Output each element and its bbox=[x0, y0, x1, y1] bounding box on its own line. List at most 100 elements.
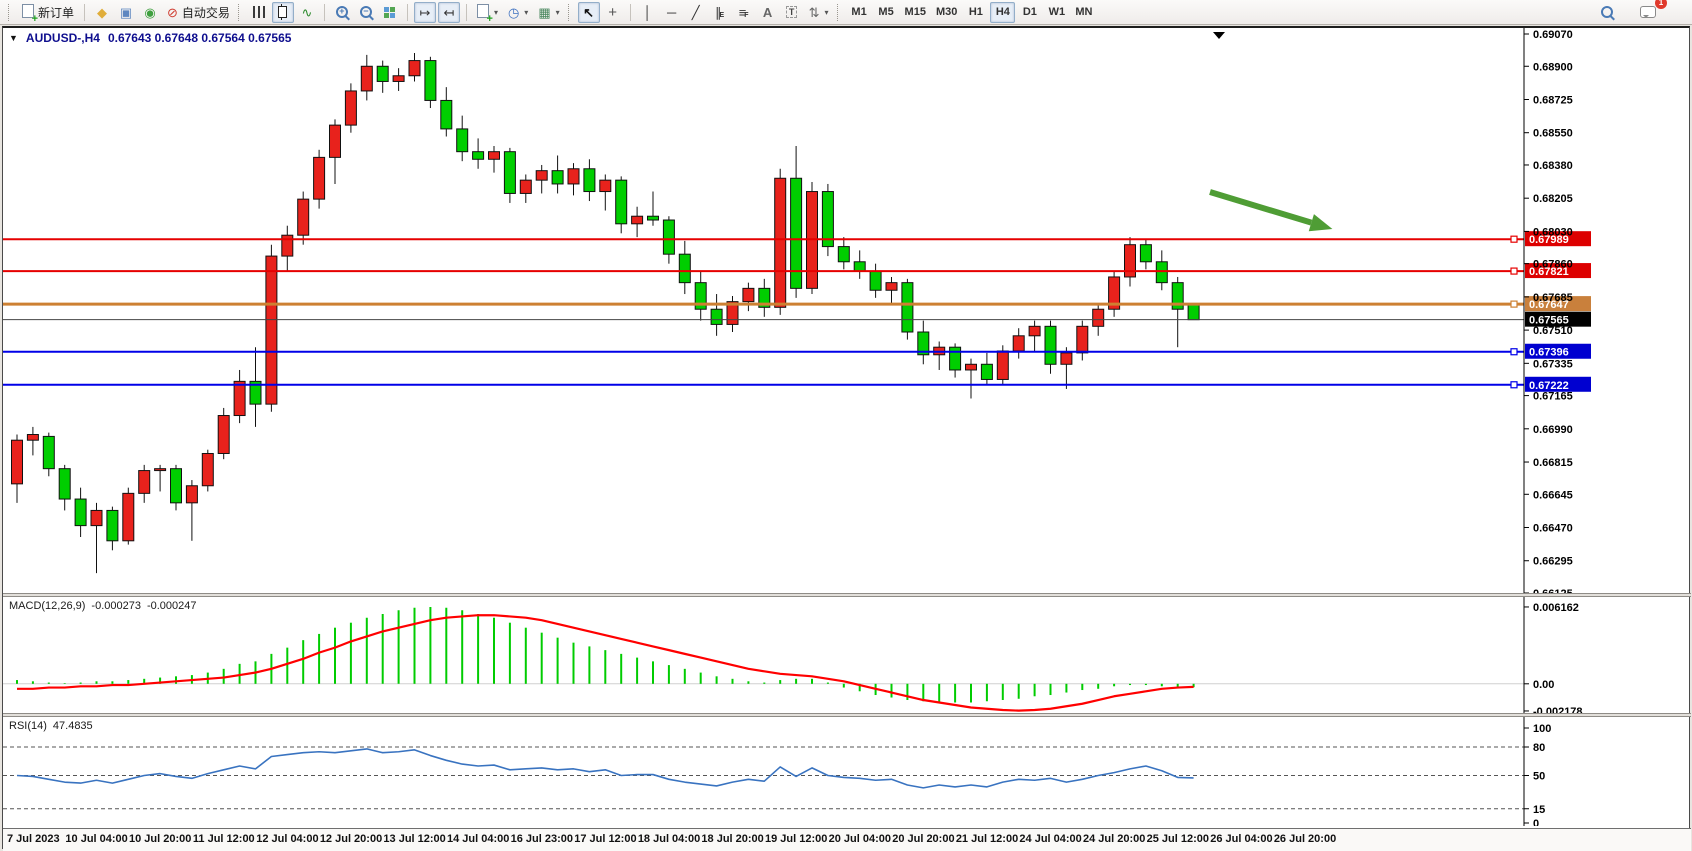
auto-trading-button[interactable]: ⊘ 自动交易 bbox=[163, 2, 234, 23]
svg-text:50: 50 bbox=[1533, 771, 1545, 783]
timeframe-button-h4[interactable]: H4 bbox=[990, 1, 1016, 23]
time-axis-label: 14 Jul 04:00 bbox=[447, 833, 510, 845]
text-icon: A bbox=[762, 4, 773, 20]
zoom-in-button[interactable]: + bbox=[331, 2, 353, 23]
vertical-line-button[interactable]: │ bbox=[637, 2, 659, 23]
svg-text:0.67860: 0.67860 bbox=[1533, 259, 1573, 271]
line-chart-icon: ∿ bbox=[301, 4, 313, 20]
cursor-button[interactable]: ↖ bbox=[577, 1, 600, 23]
timeframe-button-m5[interactable]: M5 bbox=[878, 6, 894, 18]
macd-name: MACD(12,26,9) bbox=[9, 600, 86, 612]
chevron-down-icon: ▾ bbox=[555, 7, 560, 17]
toolbar-grip[interactable] bbox=[567, 3, 572, 21]
shapes-icon: ⇅ bbox=[808, 4, 820, 20]
indicators-button[interactable]: + ▾ bbox=[473, 2, 502, 24]
horizontal-line-icon: ─ bbox=[667, 4, 677, 20]
svg-text:100: 100 bbox=[1533, 723, 1551, 735]
rsi-pane[interactable]: 100 80 50 15 0 bbox=[3, 717, 1691, 826]
candlestick-icon bbox=[278, 4, 288, 20]
svg-text:-0.002178: -0.002178 bbox=[1533, 706, 1583, 713]
time-axis-label: 11 Jul 12:00 bbox=[192, 833, 255, 845]
label-icon: T bbox=[785, 6, 798, 18]
channel-button[interactable]: ∥ E bbox=[709, 2, 731, 23]
time-axis-label: 20 Jul 20:00 bbox=[892, 833, 955, 845]
svg-text:0.68725: 0.68725 bbox=[1533, 94, 1573, 106]
timeframe-button-m30[interactable]: M30 bbox=[935, 6, 958, 18]
line-chart-button[interactable]: ∿ bbox=[296, 2, 318, 23]
toolbar-separator bbox=[406, 3, 408, 21]
auto-scroll-button[interactable]: ↦ bbox=[413, 1, 436, 23]
market-icon: ◆ bbox=[97, 4, 108, 20]
fibonacci-button[interactable]: ≡ F bbox=[733, 2, 755, 23]
macd-label: MACD(12,26,9) -0.000273 -0.000247 bbox=[9, 600, 197, 612]
svg-text:0.67989: 0.67989 bbox=[1529, 234, 1569, 246]
time-axis-label: 10 Jul 04:00 bbox=[65, 833, 128, 845]
notification-badge: 1 bbox=[1655, 0, 1667, 9]
svg-text:0.67396: 0.67396 bbox=[1529, 347, 1569, 359]
new-order-button[interactable]: + 新订单 bbox=[18, 2, 78, 24]
trendline-button[interactable]: ╱ bbox=[685, 2, 707, 23]
timeframe-button-h1[interactable]: H1 bbox=[968, 6, 983, 18]
macd-splitter[interactable] bbox=[3, 593, 1691, 597]
bar-chart-button[interactable] bbox=[248, 2, 270, 23]
chart-window: 0.67989 0.67821 0.67647 0.67565 0.67396 0.672… bbox=[2, 26, 1691, 851]
timeframe-button-m1[interactable]: M1 bbox=[851, 6, 867, 18]
toolbar-separator bbox=[323, 3, 325, 21]
periods-button[interactable]: ◷ ▾ bbox=[504, 2, 532, 23]
tile-windows-icon bbox=[384, 6, 396, 18]
time-axis-label: 12 Jul 20:00 bbox=[319, 833, 383, 845]
svg-text:0.66990: 0.66990 bbox=[1533, 424, 1573, 436]
svg-text:0.66125: 0.66125 bbox=[1533, 588, 1573, 593]
time-axis[interactable]: 7 Jul 2023 10 Jul 04:00 10 Jul 20:00 11 Jul… bbox=[3, 828, 1691, 851]
svg-text:0.67222: 0.67222 bbox=[1529, 380, 1569, 392]
time-axis-label: 12 Jul 04:00 bbox=[256, 833, 319, 845]
macd-pane[interactable]: 0.006162 0.00 -0.002178 bbox=[3, 597, 1691, 713]
vertical-line-icon: │ bbox=[643, 4, 652, 20]
time-axis-label: 26 Jul 20:00 bbox=[1273, 833, 1337, 845]
svg-text:0.69070: 0.69070 bbox=[1533, 29, 1573, 41]
toolbar-grip[interactable] bbox=[836, 3, 841, 21]
toolbar-grip[interactable] bbox=[8, 3, 12, 21]
time-axis-label: 17 Jul 12:00 bbox=[574, 833, 637, 845]
rsi-splitter[interactable] bbox=[3, 713, 1691, 717]
toolbar-separator bbox=[84, 3, 86, 21]
main-toolbar: + 新订单 ◆ ▣ ◉ ⊘ 自动交易 ∿ + − ↦ ↤ + ▾ ◷ ▾ ▦ ▾ ↖ + │ ─ ╱ ∥ E ≡ F A T ⇅ ▾ M1 M5… bbox=[0, 0, 1692, 25]
search-button[interactable] bbox=[1596, 2, 1618, 23]
toolbar-grip[interactable] bbox=[237, 3, 242, 21]
timeframe-button-mn[interactable]: MN bbox=[1075, 6, 1093, 18]
chart-menu-arrow[interactable]: ▼ bbox=[9, 33, 18, 43]
time-axis-label: 16 Jul 23:00 bbox=[510, 833, 573, 845]
market-button[interactable]: ◆ bbox=[91, 2, 113, 23]
zoom-out-button[interactable]: − bbox=[355, 2, 377, 23]
label-button[interactable]: T bbox=[781, 2, 803, 23]
text-button[interactable]: A bbox=[757, 2, 779, 23]
signals-button[interactable]: ◉ bbox=[139, 2, 161, 23]
zoom-out-icon: − bbox=[359, 6, 372, 18]
autotrade-icon: ⊘ bbox=[167, 4, 178, 20]
horizontal-line-button[interactable]: ─ bbox=[661, 2, 683, 23]
timeframe-button-w1[interactable]: W1 bbox=[1048, 6, 1066, 18]
timeframe-button-m15[interactable]: M15 bbox=[904, 6, 926, 18]
time-axis-label: 13 Jul 12:00 bbox=[383, 833, 446, 845]
svg-text:0.66470: 0.66470 bbox=[1533, 523, 1573, 535]
chart-shift-button[interactable]: ↤ bbox=[437, 1, 460, 23]
timeframe-button-d1[interactable]: D1 bbox=[1022, 6, 1037, 18]
svg-text:0.68900: 0.68900 bbox=[1533, 61, 1573, 73]
crosshair-button[interactable]: + bbox=[602, 2, 624, 23]
shapes-button[interactable]: ⇅ ▾ bbox=[805, 2, 833, 23]
svg-text:0.68380: 0.68380 bbox=[1533, 160, 1573, 172]
toolbar-button-label: 新订单 bbox=[38, 5, 75, 20]
time-axis-label: 19 Jul 12:00 bbox=[765, 833, 828, 845]
main-chart-pane[interactable]: 0.67989 0.67821 0.67647 0.67565 0.67396 0.672… bbox=[3, 28, 1691, 593]
candlestick-button[interactable] bbox=[271, 1, 294, 23]
chat-button[interactable]: 1 bbox=[1636, 0, 1667, 23]
crosshair-icon: + bbox=[608, 3, 617, 21]
svg-text:0.68030: 0.68030 bbox=[1533, 226, 1573, 238]
chevron-down-icon: ▾ bbox=[524, 7, 529, 17]
svg-text:0.67165: 0.67165 bbox=[1533, 391, 1573, 403]
tile-windows-button[interactable] bbox=[379, 2, 401, 23]
hosting-button[interactable]: ▣ bbox=[115, 2, 137, 23]
time-axis-label: 24 Jul 20:00 bbox=[1083, 833, 1146, 845]
auto-scroll-icon: ↦ bbox=[419, 4, 431, 20]
templates-button[interactable]: ▦ ▾ bbox=[534, 2, 563, 23]
